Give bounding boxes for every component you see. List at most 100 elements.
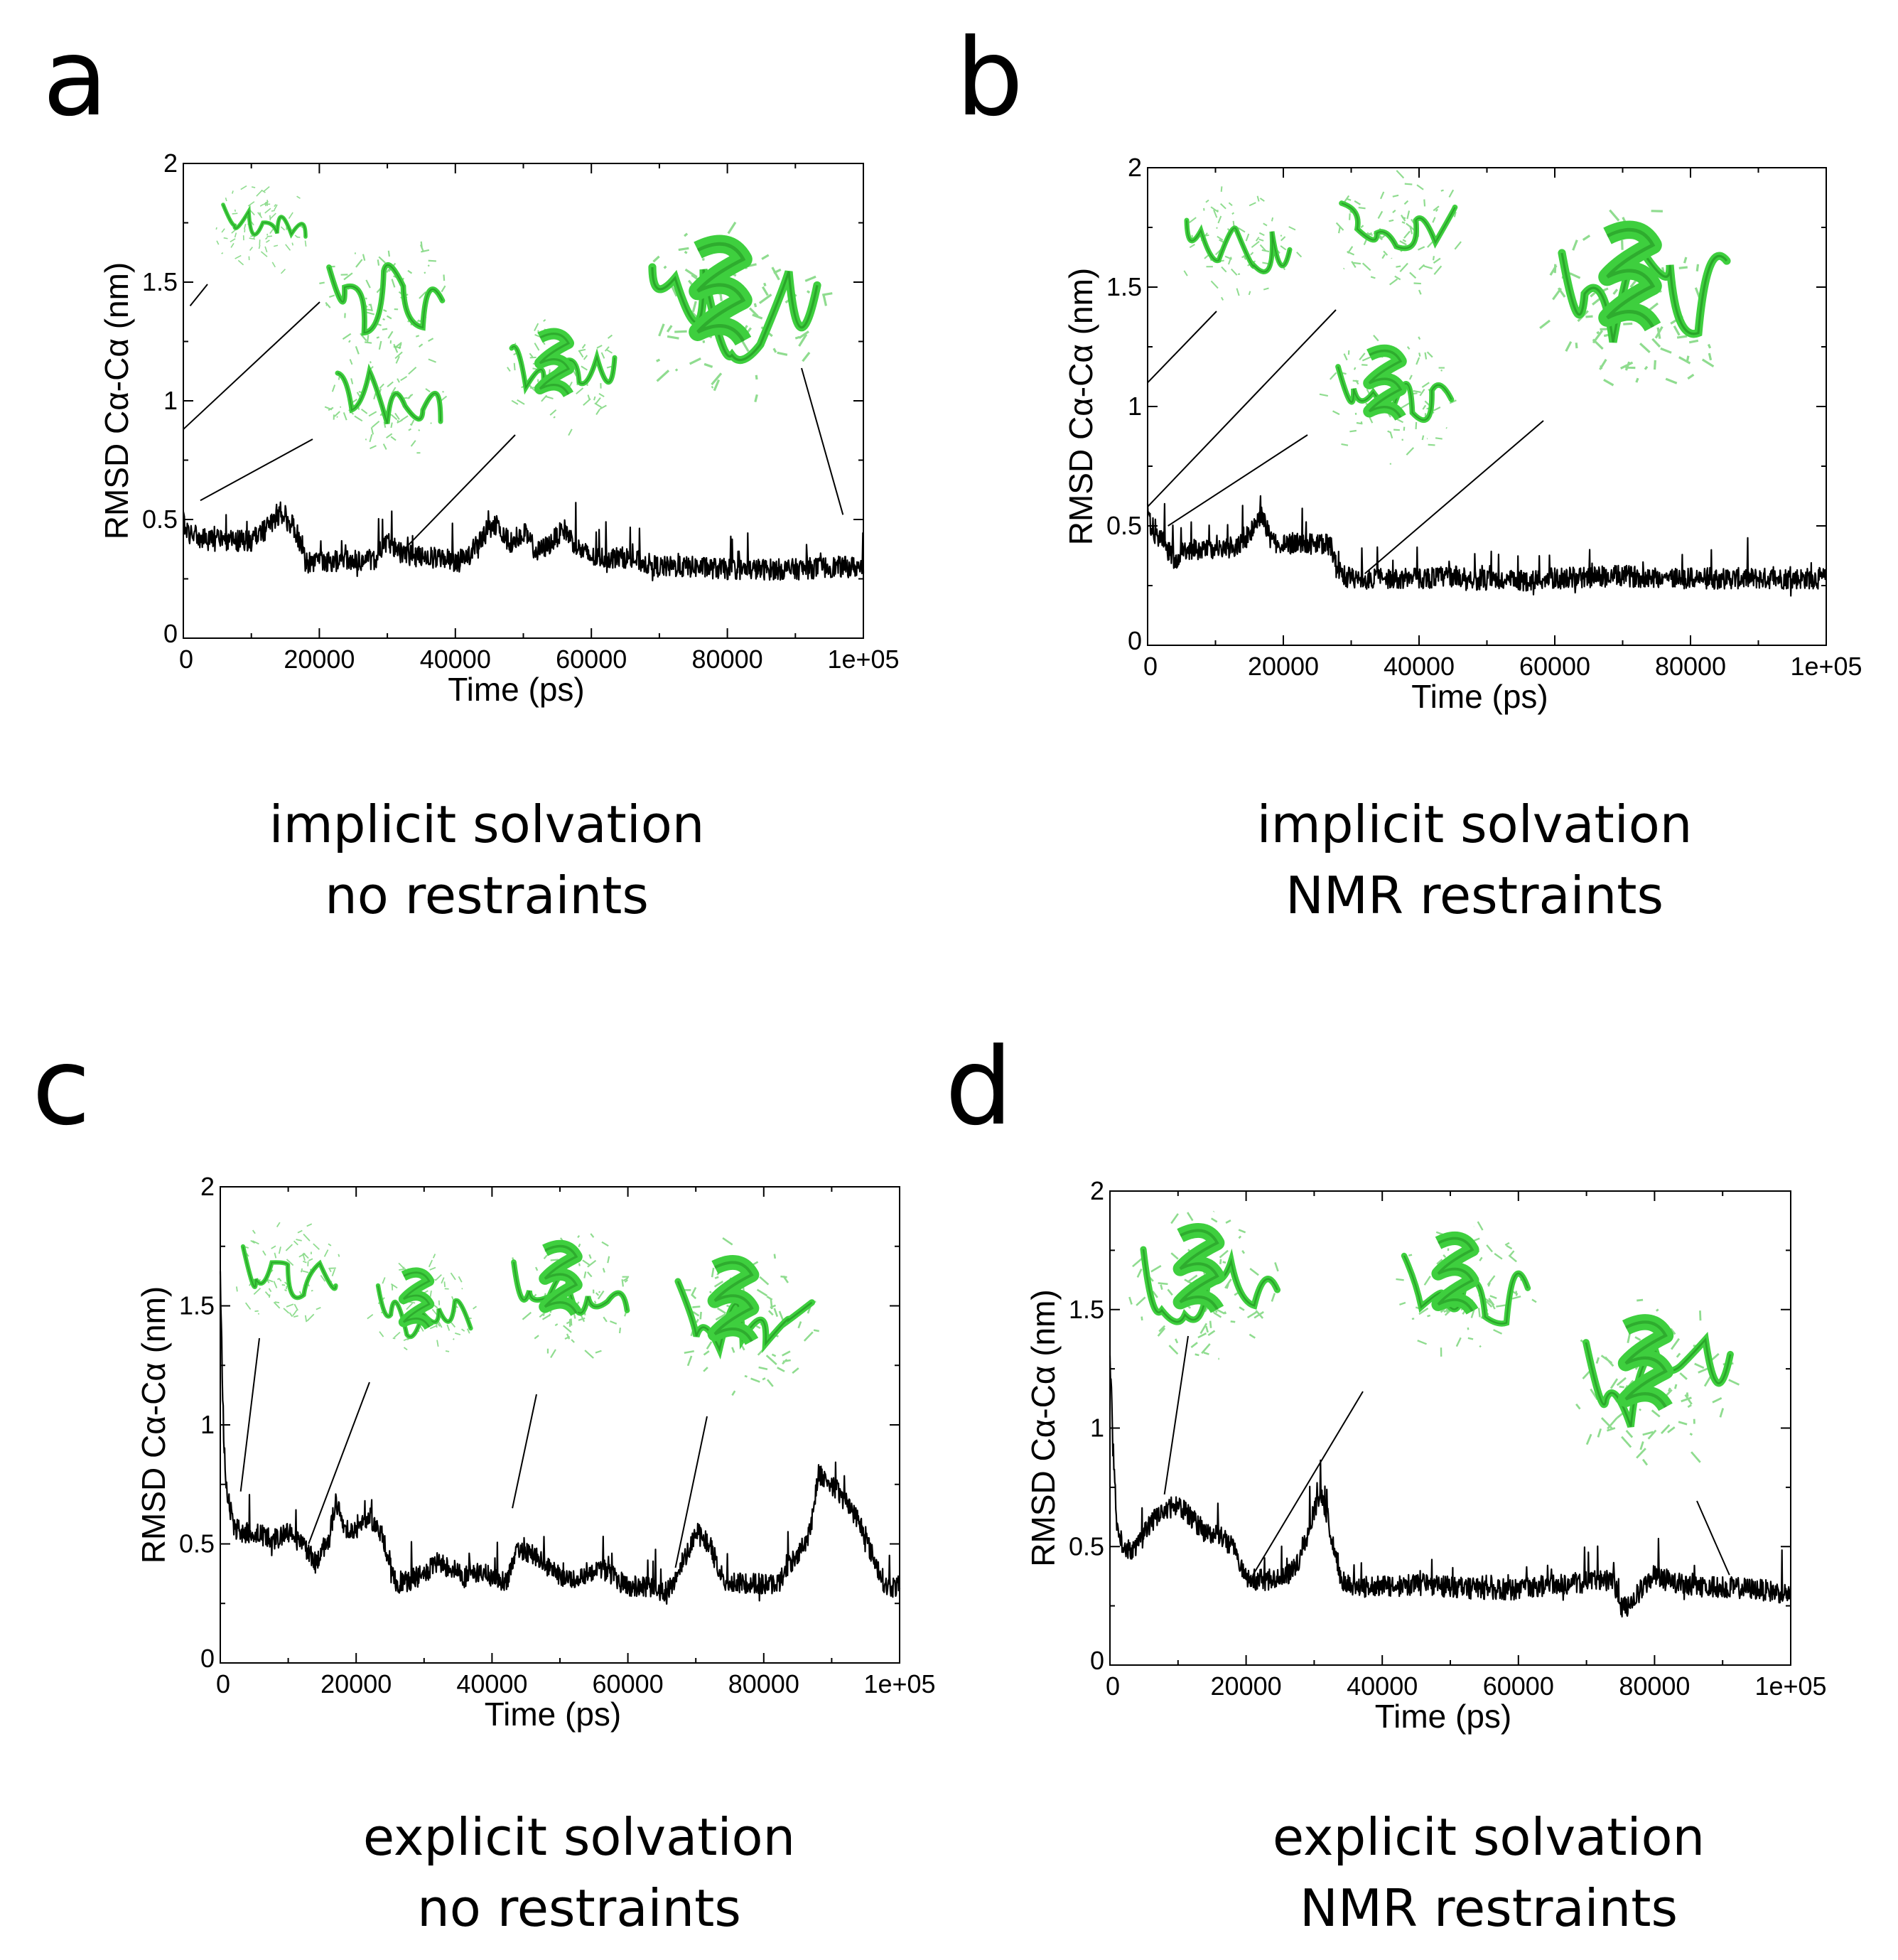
- snapshot-pointer-line: [1147, 309, 1337, 507]
- y-tick-label: 0: [163, 619, 178, 648]
- y-tick-label: 2: [1128, 153, 1142, 182]
- rmsd-series-line: [182, 501, 865, 582]
- x-tick-label: 40000: [1347, 1671, 1418, 1701]
- snapshot-pointer-line: [674, 1416, 708, 1568]
- snapshot-pointer-line: [512, 1394, 537, 1509]
- snapshot-pointer-line: [183, 301, 320, 430]
- rmsd-series-line: [1146, 495, 1828, 597]
- y-axis-label: RMSD Cα-Cα (nm): [135, 1286, 172, 1563]
- x-tick-label: 1e+05: [1790, 652, 1862, 681]
- caption-line2: NMR restraints: [1285, 866, 1664, 925]
- snapshot-pointer-line: [1168, 434, 1308, 527]
- peptide-structure-icon: [507, 318, 618, 436]
- y-tick-label: 0: [200, 1644, 215, 1673]
- y-tick-label: 0.5: [142, 505, 178, 534]
- y-axis-label: RMSD Cα-Cα (nm): [98, 262, 135, 539]
- x-axis-label: Time (ps): [1375, 1698, 1512, 1735]
- caption-c: explicit solvation no restraints: [259, 1802, 899, 1944]
- peptide-structure-icon: [236, 1222, 340, 1323]
- y-tick-label: 2: [1090, 1176, 1104, 1205]
- chart-panel-d: 0 20000 40000 60000 80000 1e+05 0 0.5 1 1.5 2 Time …: [1025, 1176, 1827, 1735]
- y-tick-label: 0: [1128, 626, 1142, 655]
- caption-d: explicit solvation NMR restraints: [1169, 1802, 1808, 1944]
- snapshot-pointer-line: [1252, 1391, 1364, 1576]
- x-axis-label: Time (ps): [485, 1696, 622, 1733]
- peptide-structure-icon: [1396, 1221, 1537, 1357]
- y-tick-label: 1.5: [1069, 1295, 1104, 1324]
- caption-line1: implicit solvation: [1256, 795, 1693, 854]
- peptide-structure-icon: [319, 241, 446, 355]
- panel-letter-a: a: [43, 16, 108, 140]
- y-tick-label: 0.5: [1069, 1531, 1104, 1561]
- x-tick-label: 40000: [1384, 652, 1455, 681]
- caption-line2: NMR restraints: [1299, 1878, 1678, 1938]
- x-tick-label: 60000: [1519, 652, 1590, 681]
- x-tick-label: 40000: [456, 1669, 527, 1698]
- y-tick-label: 0: [1090, 1646, 1104, 1675]
- x-tick-label: 20000: [320, 1669, 392, 1698]
- peptide-structure-icon: [1335, 170, 1462, 295]
- snapshot-pointer-line: [1696, 1500, 1730, 1576]
- x-tick-label: 1e+05: [1754, 1671, 1826, 1701]
- x-tick-label: 20000: [284, 645, 355, 674]
- caption-a: implicit solvation no restraints: [167, 789, 807, 931]
- peptide-structure-icon: [1183, 186, 1303, 301]
- snapshot-pointer-line: [1147, 311, 1217, 384]
- y-tick-label: 0.5: [1106, 511, 1142, 540]
- x-tick-label: 80000: [728, 1669, 799, 1698]
- peptide-structure-icon: [324, 340, 448, 454]
- y-tick-label: 0.5: [179, 1529, 215, 1558]
- panel-letter-d: d: [945, 1025, 1013, 1149]
- x-tick-label: 60000: [593, 1669, 664, 1698]
- y-tick-label: 2: [200, 1172, 215, 1201]
- snapshot-pointer-line: [1163, 1335, 1189, 1495]
- chart-panel-c: 0 20000 40000 60000 80000 1e+05 0 0.5 1 1.5 2 Time …: [135, 1172, 936, 1733]
- x-tick-label: 0: [179, 645, 193, 674]
- y-tick-label: 1.5: [179, 1291, 215, 1320]
- x-tick-label: 0: [216, 1669, 230, 1698]
- snapshot-pointer-line: [308, 1382, 370, 1544]
- y-axis-label: RMSD Cα-Cα (nm): [1062, 268, 1099, 545]
- peptide-structure-icon: [511, 1233, 630, 1359]
- x-tick-label: 80000: [1655, 652, 1726, 681]
- snapshot-pointer-line: [801, 367, 844, 515]
- x-axis-label: Time (ps): [448, 671, 585, 708]
- peptide-structure-icon: [215, 185, 308, 274]
- rmsd-series-line: [219, 1271, 901, 1605]
- peptide-structure-icon: [1128, 1210, 1281, 1360]
- x-tick-label: 0: [1143, 652, 1158, 681]
- peptide-structure-icon: [1539, 209, 1731, 387]
- rmsd-series-line: [1109, 1355, 1792, 1618]
- x-tick-label: 80000: [692, 645, 763, 674]
- x-tick-label: 1e+05: [827, 645, 899, 674]
- snapshot-pointer-line: [239, 1337, 260, 1492]
- y-tick-label: 1: [163, 386, 178, 415]
- caption-line1: explicit solvation: [362, 1807, 796, 1867]
- y-tick-label: 1.5: [1106, 272, 1142, 301]
- peptide-structure-icon: [1319, 335, 1457, 465]
- y-tick-label: 1: [1128, 392, 1142, 421]
- x-tick-label: 0: [1106, 1671, 1120, 1701]
- caption-line2: no restraints: [417, 1878, 741, 1938]
- x-tick-label: 40000: [420, 645, 491, 674]
- y-axis-label: RMSD Cα-Cα (nm): [1025, 1289, 1062, 1566]
- snapshot-pointer-line: [200, 438, 313, 502]
- peptide-structure-icon: [674, 1237, 820, 1396]
- y-tick-label: 1: [200, 1410, 215, 1439]
- snapshot-pointer-line: [189, 284, 208, 307]
- caption-b: implicit solvation NMR restraints: [1155, 789, 1794, 931]
- peptide-structure-icon: [648, 221, 833, 402]
- y-tick-label: 2: [163, 149, 178, 178]
- caption-line1: explicit solvation: [1272, 1807, 1705, 1867]
- panel-letter-b: b: [956, 16, 1024, 140]
- x-tick-label: 60000: [556, 645, 627, 674]
- y-tick-label: 1.5: [142, 267, 178, 296]
- chart-panel-b: 0 20000 40000 60000 80000 1e+05 0 0.5 1 1.5 2 Time …: [1062, 153, 1862, 715]
- x-axis-label: Time (ps): [1411, 678, 1548, 715]
- x-tick-label: 20000: [1211, 1671, 1282, 1701]
- snapshot-pointer-line: [400, 434, 516, 554]
- x-tick-label: 60000: [1483, 1671, 1554, 1701]
- plot-frame: [220, 1186, 900, 1664]
- y-tick-label: 1: [1090, 1414, 1104, 1443]
